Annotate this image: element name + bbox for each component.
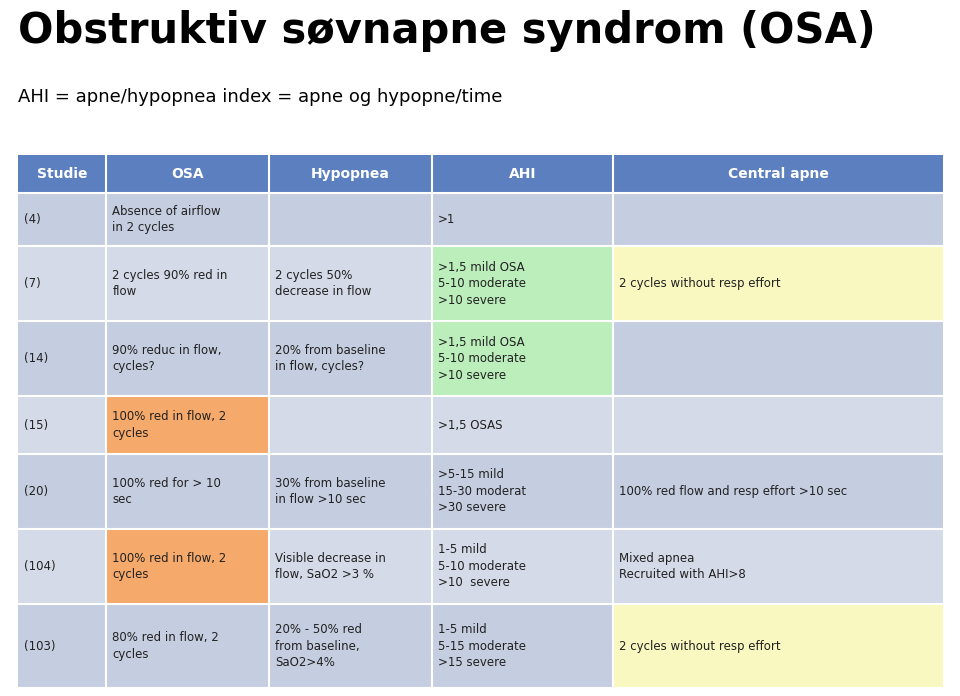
Bar bbox=[613, 321, 944, 396]
Bar bbox=[613, 454, 944, 529]
Bar bbox=[18, 529, 107, 604]
Bar bbox=[107, 454, 269, 529]
Text: Hypopnea: Hypopnea bbox=[311, 167, 390, 181]
Bar bbox=[613, 193, 944, 246]
Text: Central apne: Central apne bbox=[728, 167, 828, 181]
Text: Studie: Studie bbox=[36, 167, 87, 181]
Bar bbox=[613, 396, 944, 454]
Bar bbox=[18, 604, 107, 688]
Text: 1-5 mild
5-10 moderate
>10  severe: 1-5 mild 5-10 moderate >10 severe bbox=[438, 544, 526, 590]
Text: (14): (14) bbox=[24, 352, 48, 365]
Bar bbox=[432, 193, 613, 246]
Bar bbox=[107, 396, 269, 454]
Text: 100% red for > 10
sec: 100% red for > 10 sec bbox=[112, 477, 221, 506]
Bar bbox=[269, 396, 432, 454]
Text: (103): (103) bbox=[24, 640, 56, 653]
Text: 2 cycles without resp effort: 2 cycles without resp effort bbox=[619, 277, 780, 290]
Text: Mixed apnea
Recruited with AHI>8: Mixed apnea Recruited with AHI>8 bbox=[619, 552, 746, 581]
Bar bbox=[18, 155, 107, 193]
Bar bbox=[613, 246, 944, 321]
Bar bbox=[18, 321, 107, 396]
Text: (7): (7) bbox=[24, 277, 40, 290]
Bar bbox=[432, 529, 613, 604]
Text: 20% from baseline
in flow, cycles?: 20% from baseline in flow, cycles? bbox=[276, 344, 386, 374]
Text: >1,5 mild OSA
5-10 moderate
>10 severe: >1,5 mild OSA 5-10 moderate >10 severe bbox=[438, 335, 526, 381]
Text: OSA: OSA bbox=[172, 167, 204, 181]
Text: 2 cycles without resp effort: 2 cycles without resp effort bbox=[619, 640, 780, 653]
Text: 100% red in flow, 2
cycles: 100% red in flow, 2 cycles bbox=[112, 552, 227, 581]
Bar bbox=[107, 193, 269, 246]
Text: >1,5 OSAS: >1,5 OSAS bbox=[438, 418, 502, 432]
Bar bbox=[107, 529, 269, 604]
Bar bbox=[269, 529, 432, 604]
Bar bbox=[432, 155, 613, 193]
Bar bbox=[613, 529, 944, 604]
Text: 20% - 50% red
from baseline,
SaO2>4%: 20% - 50% red from baseline, SaO2>4% bbox=[276, 623, 362, 669]
Text: Absence of airflow
in 2 cycles: Absence of airflow in 2 cycles bbox=[112, 205, 221, 235]
Text: 100% red in flow, 2
cycles: 100% red in flow, 2 cycles bbox=[112, 410, 227, 440]
Text: 1-5 mild
5-15 moderate
>15 severe: 1-5 mild 5-15 moderate >15 severe bbox=[438, 623, 526, 669]
Text: >1: >1 bbox=[438, 213, 455, 226]
Text: Obstruktiv søvnapne syndrom (OSA): Obstruktiv søvnapne syndrom (OSA) bbox=[18, 10, 876, 52]
Bar bbox=[432, 321, 613, 396]
Text: 2 cycles 90% red in
flow: 2 cycles 90% red in flow bbox=[112, 269, 228, 299]
Text: AHI: AHI bbox=[509, 167, 537, 181]
Bar bbox=[269, 454, 432, 529]
Text: (20): (20) bbox=[24, 485, 48, 498]
Bar bbox=[613, 155, 944, 193]
Bar bbox=[18, 246, 107, 321]
Bar bbox=[269, 155, 432, 193]
Text: (15): (15) bbox=[24, 418, 48, 432]
Bar bbox=[18, 454, 107, 529]
Bar bbox=[107, 155, 269, 193]
Bar bbox=[107, 321, 269, 396]
Text: Visible decrease in
flow, SaO2 >3 %: Visible decrease in flow, SaO2 >3 % bbox=[276, 552, 386, 581]
Text: (104): (104) bbox=[24, 560, 56, 573]
Text: 2 cycles 50%
decrease in flow: 2 cycles 50% decrease in flow bbox=[276, 269, 372, 299]
Text: (4): (4) bbox=[24, 213, 40, 226]
Bar bbox=[269, 246, 432, 321]
Bar bbox=[432, 246, 613, 321]
Text: 30% from baseline
in flow >10 sec: 30% from baseline in flow >10 sec bbox=[276, 477, 386, 506]
Bar bbox=[269, 604, 432, 688]
Bar bbox=[613, 604, 944, 688]
Text: 90% reduc in flow,
cycles?: 90% reduc in flow, cycles? bbox=[112, 344, 222, 374]
Text: >1,5 mild OSA
5-10 moderate
>10 severe: >1,5 mild OSA 5-10 moderate >10 severe bbox=[438, 260, 526, 307]
Bar bbox=[269, 193, 432, 246]
Bar bbox=[18, 396, 107, 454]
Bar bbox=[432, 604, 613, 688]
Text: 100% red flow and resp effort >10 sec: 100% red flow and resp effort >10 sec bbox=[619, 485, 848, 498]
Bar bbox=[432, 396, 613, 454]
Bar bbox=[18, 193, 107, 246]
Bar bbox=[107, 604, 269, 688]
Text: >5-15 mild
15-30 moderat
>30 severe: >5-15 mild 15-30 moderat >30 severe bbox=[438, 468, 526, 514]
Text: AHI = apne/hypopnea index = apne og hypopne/time: AHI = apne/hypopnea index = apne og hypo… bbox=[18, 88, 502, 106]
Text: 80% red in flow, 2
cycles: 80% red in flow, 2 cycles bbox=[112, 631, 219, 661]
Bar bbox=[107, 246, 269, 321]
Bar bbox=[432, 454, 613, 529]
Bar bbox=[269, 321, 432, 396]
